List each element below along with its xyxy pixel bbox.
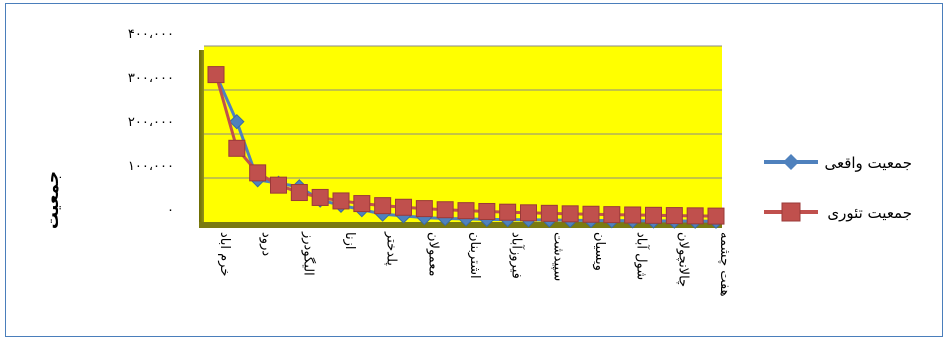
y-tick-label: ۰ <box>167 203 174 218</box>
data-point <box>624 206 642 224</box>
y-tick-label: ۱۰۰،۰۰۰ <box>128 159 174 174</box>
x-tick-label: ویسیان <box>592 232 607 271</box>
data-point <box>270 176 287 194</box>
x-tick-label: چالانچولان <box>675 232 690 287</box>
plot-area-shadow <box>199 50 205 228</box>
y-tick-label: ۲۰۰،۰۰۰ <box>128 115 174 130</box>
x-tick-label: الیگودرز <box>300 231 316 276</box>
data-point <box>686 207 704 225</box>
data-point <box>249 164 267 182</box>
x-tick-label: پلدختر <box>384 231 399 266</box>
data-point <box>229 113 245 130</box>
data-point <box>540 204 558 222</box>
legend-marker <box>783 154 799 170</box>
y-tick-label: ۴۰۰،۰۰۰ <box>128 27 174 42</box>
data-point <box>478 202 496 220</box>
x-tick-label: فیروزآباد <box>509 232 526 279</box>
x-tick-label: اشتربنان <box>467 232 482 279</box>
data-point <box>228 139 246 157</box>
data-point <box>499 203 517 221</box>
data-point <box>603 206 621 224</box>
legend: جمعیت واقعی جمعیت تئوری <box>764 154 912 222</box>
x-tick-label: هفت چشمه <box>717 232 732 297</box>
x-tick-label: معمولان <box>425 232 440 276</box>
chart-frame: ۰ ۱۰۰،۰۰۰ ۲۰۰،۰۰۰ ۳۰۰،۰۰۰ ۴۰۰،۰۰۰ خرم اباد در… <box>5 3 943 337</box>
y-tick-label: ۳۰۰،۰۰۰ <box>128 71 174 86</box>
data-point <box>582 205 600 223</box>
data-point <box>311 188 329 206</box>
legend-label: جمعیت تئوری <box>827 204 912 222</box>
legend-entry-2: جمعیت تئوری <box>764 202 912 222</box>
data-point <box>415 200 433 218</box>
x-tick-label: شول آباد <box>634 232 651 280</box>
series-2 <box>207 66 725 225</box>
y-axis-label: جمعیت <box>43 171 63 229</box>
series-layer <box>207 66 725 229</box>
legend-marker <box>781 202 801 222</box>
legend-label: جمعیت واقعی <box>824 154 912 172</box>
data-point <box>332 192 350 210</box>
data-point <box>707 207 725 225</box>
x-tick-label: ازنا <box>342 232 357 249</box>
plot-area-floor <box>199 222 722 228</box>
chart-svg: ۰ ۱۰۰،۰۰۰ ۲۰۰،۰۰۰ ۳۰۰،۰۰۰ ۴۰۰،۰۰۰ خرم اباد در… <box>43 27 912 297</box>
data-point <box>395 198 412 216</box>
data-point <box>374 197 392 215</box>
data-point <box>207 66 225 84</box>
grid-lines <box>204 45 722 179</box>
x-tick-label: سپیدشت <box>550 232 565 281</box>
data-point <box>561 205 579 223</box>
data-point <box>457 202 475 220</box>
data-point <box>290 184 308 202</box>
legend-entry-1: جمعیت واقعی <box>764 154 912 172</box>
y-axis-ticks: ۰ ۱۰۰،۰۰۰ ۲۰۰،۰۰۰ ۳۰۰،۰۰۰ ۴۰۰،۰۰۰ <box>128 27 174 218</box>
x-axis-ticks: خرم اباد درود الیگودرز ازنا پلدختر معمولان اشت… <box>217 231 732 297</box>
data-point <box>520 204 537 222</box>
data-point <box>353 195 371 213</box>
x-tick-label: خرم اباد <box>217 232 232 276</box>
data-point <box>645 206 662 224</box>
data-point <box>665 207 683 225</box>
x-tick-label: درود <box>259 232 274 256</box>
data-point <box>436 201 454 219</box>
